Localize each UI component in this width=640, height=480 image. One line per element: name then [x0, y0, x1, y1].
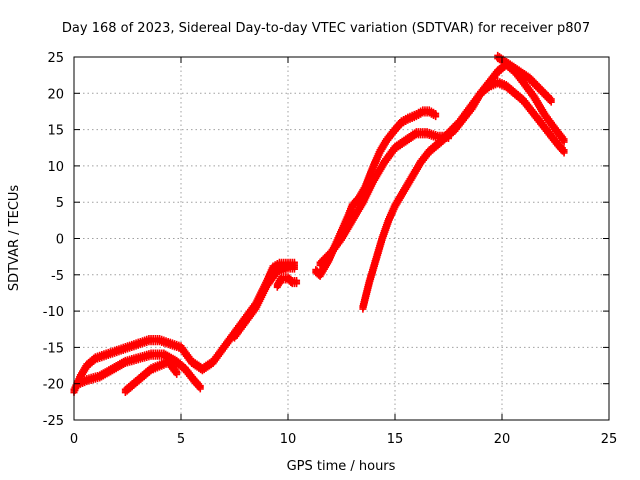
- data-point: [547, 98, 555, 106]
- series-sat-b: [74, 349, 204, 393]
- y-tick-label: -5: [51, 269, 64, 284]
- series-sat-d: [231, 262, 298, 342]
- y-axis-label: SDTVAR / TECUs: [7, 185, 22, 292]
- y-tick-label: -25: [43, 414, 64, 429]
- x-tick-label: 0: [70, 432, 78, 447]
- axis-ticks: [73, 56, 610, 421]
- x-tick-label: 25: [601, 432, 618, 447]
- x-tick-label: 15: [387, 432, 404, 447]
- y-tick-label: -15: [43, 341, 64, 356]
- data-point: [290, 265, 298, 273]
- y-tick-label: 5: [56, 196, 64, 211]
- x-tick-label: 10: [280, 432, 297, 447]
- y-tick-label: 0: [56, 233, 64, 248]
- chart-title: Day 168 of 2023, Sidereal Day-to-day VTE…: [62, 21, 590, 36]
- y-tick-label: 15: [47, 124, 64, 139]
- series-sat-c: [121, 356, 181, 397]
- data-series-layer: [70, 51, 568, 397]
- data-point: [196, 385, 204, 393]
- x-axis-tick-labels: 0 5 10 15 20 25: [70, 432, 617, 447]
- y-tick-label: -20: [43, 378, 64, 393]
- y-axis-tick-labels: -25 -20 -15 -10 -5 0 5 10 15 20 25: [43, 51, 64, 429]
- data-point: [560, 149, 568, 157]
- x-tick-label: 5: [177, 432, 185, 447]
- data-point: [560, 138, 568, 146]
- y-tick-label: 10: [47, 160, 64, 175]
- data-point: [173, 370, 181, 378]
- data-point: [293, 280, 301, 288]
- y-tick-label: 20: [47, 87, 64, 102]
- y-tick-label: 25: [47, 51, 64, 66]
- series-sat-i: [494, 51, 555, 106]
- y-tick-label: -10: [43, 305, 64, 320]
- data-point: [432, 113, 440, 121]
- x-tick-label: 20: [494, 432, 511, 447]
- series-sat-j: [273, 273, 301, 291]
- series-sat-f: [316, 128, 452, 270]
- x-axis-label: GPS time / hours: [287, 459, 396, 474]
